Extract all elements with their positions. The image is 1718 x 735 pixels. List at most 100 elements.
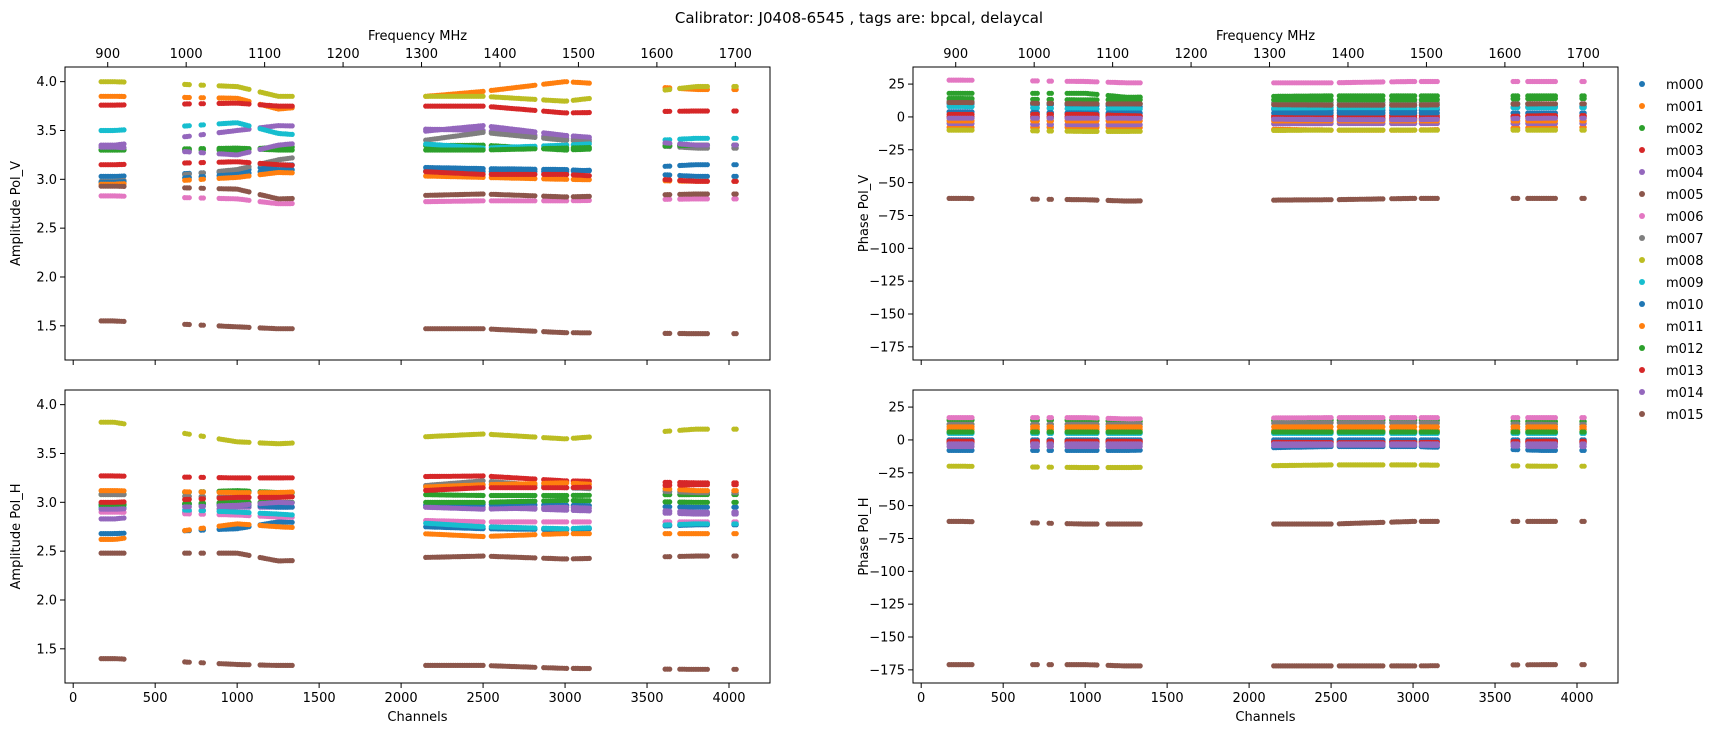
freq-tick-label: 1000 [170,47,203,62]
y-axis-label: Phase Pol_V [857,175,872,252]
data-point [1048,111,1054,117]
data-point [246,160,252,166]
data-point [667,86,673,93]
data-point [200,322,206,328]
data-point [1048,100,1054,106]
data-point [121,535,127,541]
data-point [733,108,739,114]
series-m004 [946,120,1587,128]
data-point [667,172,673,178]
data-point [121,102,127,108]
data-point [200,159,206,166]
data-point [480,123,486,129]
data-point [532,107,538,113]
data-point [704,666,711,672]
data-point [532,176,538,182]
axes-frame [912,66,1619,361]
data-point [564,98,570,104]
data-point [246,101,252,107]
data-point [1034,90,1040,96]
data-point [704,531,711,537]
data-point [1581,95,1587,102]
data-point [704,191,711,197]
panel-2: 0 500 1000 1500 2000 2500 3000 3500 40001.52.02.… [9,389,771,725]
data-point [586,665,592,672]
series-m005 [946,195,1587,204]
data-point [667,192,673,198]
y-tick-label: 4.0 [36,75,57,90]
data-point [733,142,739,148]
data-point [1034,111,1040,117]
data-point [532,492,538,499]
points-group [946,77,1587,204]
freq-tick-label: 1200 [1175,47,1208,62]
data-point [289,170,295,176]
data-point [246,197,252,203]
data-point [733,196,739,202]
data-point [200,150,206,156]
data-point [1380,110,1386,116]
data-point [1412,195,1418,201]
freq-tick-label: 1400 [483,47,516,62]
data-point [289,200,295,207]
data-point [480,171,486,177]
data-point [586,177,592,183]
data-point [704,108,711,114]
data-point [1034,96,1040,102]
data-point [289,131,295,137]
data-point [1380,102,1386,108]
data-point [1094,101,1100,107]
data-point [586,167,592,173]
data-point [1412,116,1418,123]
data-point [121,530,127,536]
data-point [480,198,486,204]
data-point [667,140,673,146]
freq-tick-label: 1700 [719,47,752,62]
data-point [1048,105,1054,111]
data-point [186,321,192,328]
data-point [1434,102,1440,108]
data-point [1137,122,1143,128]
data-point [480,326,486,332]
data-point [1137,115,1143,121]
series-m005 [98,656,739,672]
data-point [1581,105,1587,111]
series-m015 [98,183,739,202]
series-m006 [946,77,1587,86]
data-point [1094,115,1100,121]
series-m006 [98,193,739,207]
data-point [1137,101,1143,107]
series-m015 [946,99,1587,108]
series-m012 [946,95,1587,103]
freq-tick-label: 1600 [1488,47,1521,62]
y-tick-label: −25 [878,143,905,158]
data-point [200,146,206,152]
data-point [246,189,252,195]
data-point [704,331,711,337]
data-point [121,473,127,479]
data-point [1581,195,1587,201]
data-point [586,330,592,336]
data-point [246,522,252,528]
data-point [1552,101,1558,107]
data-point [289,475,295,481]
data-point [1552,115,1558,121]
data-point [289,524,295,531]
data-point [586,134,592,140]
data-point [246,86,252,92]
data-point [1434,93,1440,99]
freq-tick-label: 1600 [640,47,673,62]
data-point [1412,93,1418,99]
data-point [1552,78,1558,85]
data-point [532,134,538,140]
data-point [1137,97,1143,103]
data-point [1034,100,1040,106]
data-point [200,170,206,176]
series-m002 [946,90,1587,100]
data-point [289,519,295,525]
series-m009 [946,103,1587,112]
axes-frame [64,66,771,361]
data-point [733,191,739,197]
data-point [121,193,127,199]
data-point [480,533,486,540]
